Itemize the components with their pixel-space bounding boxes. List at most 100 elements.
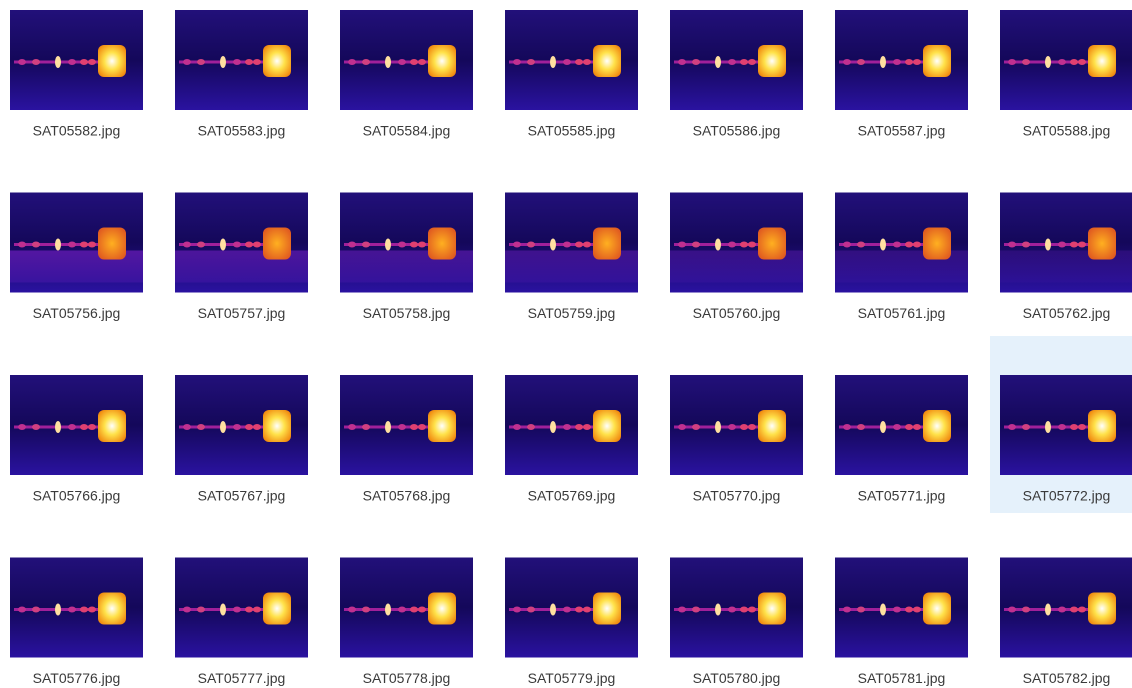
thumbnail-spot <box>748 607 756 613</box>
thumbnail-spot <box>68 59 76 65</box>
thumbnail-spot <box>233 424 241 430</box>
thumbnail-spot <box>88 59 96 65</box>
file-item[interactable]: SAT05776.jpg <box>10 558 143 687</box>
file-item[interactable]: SAT05761.jpg <box>835 193 968 322</box>
thumbnail-spot <box>880 56 886 68</box>
thumbnail-hotspot <box>923 45 951 77</box>
thumbnail-spot <box>68 607 76 613</box>
thumbnail-spot <box>857 242 865 248</box>
thumbnail-spot <box>418 424 426 430</box>
thumbnail-spot <box>527 424 535 430</box>
file-item[interactable]: SAT05588.jpg <box>1000 10 1132 139</box>
file-item[interactable]: SAT05583.jpg <box>175 10 308 139</box>
thumbnail-spot <box>80 424 88 430</box>
file-item[interactable]: SAT05779.jpg <box>505 558 638 687</box>
file-name: SAT05780.jpg <box>693 670 781 686</box>
thumbnail-spot <box>550 239 556 251</box>
file-name: SAT05771.jpg <box>858 488 946 504</box>
thumbnail-spot <box>398 607 406 613</box>
file-item[interactable]: SAT05777.jpg <box>175 558 308 687</box>
file-name: SAT05582.jpg <box>33 123 121 139</box>
file-item[interactable]: SAT05582.jpg <box>10 10 143 139</box>
file-item[interactable]: SAT05781.jpg <box>835 558 968 687</box>
thumbnail-spot <box>183 424 191 430</box>
thumbnail-spot <box>513 242 521 248</box>
file-item[interactable]: SAT05780.jpg <box>670 558 803 687</box>
thumbnail-spot <box>18 242 26 248</box>
file-item[interactable]: SAT05759.jpg <box>505 193 638 322</box>
file-item[interactable]: SAT05586.jpg <box>670 10 803 139</box>
file-item[interactable]: SAT05584.jpg <box>340 10 473 139</box>
file-item[interactable]: SAT05756.jpg <box>10 193 143 322</box>
thumbnail-spot <box>748 242 756 248</box>
thumbnail-spot <box>1070 424 1078 430</box>
thumbnail-hotspot <box>1088 410 1116 442</box>
thumbnail-spot <box>748 424 756 430</box>
thumbnail-spot <box>692 424 700 430</box>
file-name: SAT05766.jpg <box>33 488 121 504</box>
thumbnail-spot <box>1022 424 1030 430</box>
thumbnail-spot <box>55 604 61 616</box>
thumbnail-spot <box>197 424 205 430</box>
thumbnail-spot <box>88 242 96 248</box>
thumbnail-spot <box>857 424 865 430</box>
thumbnail-spot <box>348 424 356 430</box>
thumbnail-spot <box>245 59 253 65</box>
thumbnail-spot <box>1008 607 1016 613</box>
file-item[interactable]: SAT05760.jpg <box>670 193 803 322</box>
thumbnail-spot <box>1058 424 1066 430</box>
thumbnail-spot <box>728 607 736 613</box>
thumbnail-spot <box>245 242 253 248</box>
file-item[interactable]: SAT05585.jpg <box>505 10 638 139</box>
thumbnail-spot <box>410 59 418 65</box>
thumbnail-spot <box>748 59 756 65</box>
thumbnail-spot <box>32 424 40 430</box>
thumbnail-spot <box>550 421 556 433</box>
file-item[interactable]: SAT05771.jpg <box>835 375 968 504</box>
file-name: SAT05781.jpg <box>858 670 946 686</box>
file-item[interactable]: SAT05778.jpg <box>340 558 473 687</box>
file-item[interactable]: SAT05766.jpg <box>10 375 143 504</box>
file-item[interactable]: SAT05762.jpg <box>1000 193 1132 322</box>
file-item[interactable]: SAT05769.jpg <box>505 375 638 504</box>
thumbnail-spot <box>253 607 261 613</box>
thumbnail-spot <box>550 604 556 616</box>
thumbnail-hotspot <box>758 228 786 260</box>
thumbnail-spot <box>385 604 391 616</box>
file-name: SAT05756.jpg <box>33 305 121 321</box>
thumbnail-hotspot <box>263 593 291 625</box>
thumbnail-spot <box>880 421 886 433</box>
file-name: SAT05772.jpg <box>1023 488 1111 504</box>
thumbnail-spot <box>715 56 721 68</box>
thumbnail-hotspot <box>758 593 786 625</box>
file-name: SAT05760.jpg <box>693 305 781 321</box>
thumbnail-hotspot <box>593 45 621 77</box>
thumbnail-spot <box>678 607 686 613</box>
thumbnail-spot <box>80 59 88 65</box>
thumbnail-hotspot <box>263 228 291 260</box>
file-item[interactable]: SAT05770.jpg <box>670 375 803 504</box>
file-item[interactable]: SAT05587.jpg <box>835 10 968 139</box>
thumbnail-spot <box>857 607 865 613</box>
thumbnail-spot <box>563 242 571 248</box>
thumbnail-spot <box>362 424 370 430</box>
thumbnail-spot <box>913 607 921 613</box>
thumbnail-spot <box>1058 607 1066 613</box>
file-item[interactable]: SAT05767.jpg <box>175 375 308 504</box>
thumbnail-spot <box>550 56 556 68</box>
file-name: SAT05584.jpg <box>363 123 451 139</box>
thumbnail-spot <box>233 607 241 613</box>
thumbnail-spot <box>398 59 406 65</box>
thumbnail-hotspot <box>428 45 456 77</box>
file-item[interactable]: SAT05758.jpg <box>340 193 473 322</box>
file-name: SAT05777.jpg <box>198 670 286 686</box>
thumbnail-hotspot <box>593 593 621 625</box>
thumbnail-spot <box>32 242 40 248</box>
file-item[interactable]: SAT05768.jpg <box>340 375 473 504</box>
thumbnail-spot <box>385 239 391 251</box>
thumbnail-hotspot <box>1088 228 1116 260</box>
file-item[interactable]: SAT05757.jpg <box>175 193 308 322</box>
thumbnail-spot <box>197 242 205 248</box>
thumbnail-spot <box>233 242 241 248</box>
file-item[interactable]: SAT05782.jpg <box>1000 558 1132 687</box>
